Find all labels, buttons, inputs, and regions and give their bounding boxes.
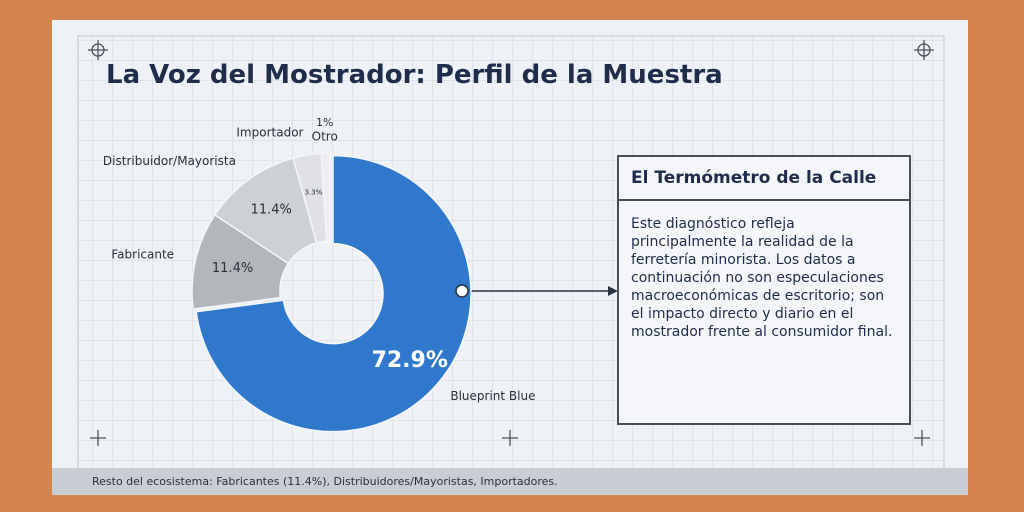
callout-title: El Termómetro de la Calle [619,157,909,201]
arrow-head [608,286,618,296]
category-label: Fabricante [111,248,174,262]
callout-body: Este diagnóstico refleja principalmente … [631,216,893,340]
crosshairs [88,40,934,446]
category-label: Blueprint Blue [450,389,535,403]
category-label: Distribuidor/Mayorista [103,154,236,168]
category-label: Importador [236,126,303,140]
chart-title: La Voz del Mostrador: Perfil de la Muest… [106,60,723,90]
slide: 72.9% Blueprint Blue 11.4% Fabricante 11.4% D… [52,20,968,495]
value-label: 1% [316,116,333,129]
value-label: 3.3% [305,188,323,196]
connector-dot [455,284,469,298]
footer: Resto del ecosistema: Fabricantes (11.4%… [52,468,968,495]
category-label: Otro [312,130,338,144]
value-label: 72.9% [372,348,448,373]
slice [195,154,472,433]
slice [320,152,331,242]
value-label: 11.4% [251,203,292,218]
callout-box: El Termómetro de la Calle Este diagnósti… [617,155,911,425]
value-label: 11.4% [212,261,253,276]
